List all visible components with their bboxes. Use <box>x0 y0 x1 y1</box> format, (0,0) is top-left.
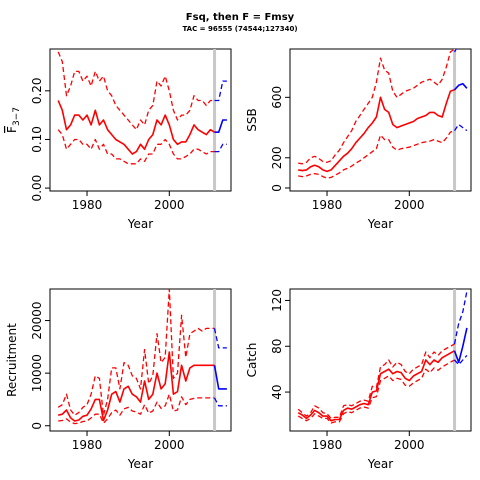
y-tick-label: 0.20 <box>30 77 44 104</box>
x-tick-label: 1980 <box>312 438 343 452</box>
y-tick-label: 20000 <box>30 301 44 339</box>
y-axis-label-main: Recruitment <box>5 323 19 397</box>
y-tick-label: 600 <box>270 86 284 109</box>
plot-frame <box>289 48 472 192</box>
series-group <box>57 51 227 165</box>
y-tick-label: 0.10 <box>30 126 44 153</box>
historical-upper-line <box>298 49 455 165</box>
y-tick-label: 0 <box>30 422 44 430</box>
historical-lower-line <box>298 129 455 179</box>
historical-upper-line <box>57 289 215 416</box>
projection-median-line <box>213 365 227 390</box>
y-tick-label: 200 <box>270 146 284 169</box>
y-tick-label: 120 <box>270 289 284 312</box>
historical-lower-line <box>58 393 215 425</box>
y-axis-label-main: SSB <box>245 108 259 131</box>
projection-lower-line <box>453 123 468 132</box>
x-tick-label: 1980 <box>72 198 103 212</box>
projection-lower-line <box>214 143 227 153</box>
panel-catch: 1980 2000 40 80 120 Year Catch <box>245 288 472 471</box>
x-axis-label: Year <box>367 457 393 471</box>
y-tick-label: 10000 <box>30 354 44 392</box>
y-axis-label: Catch <box>245 343 259 378</box>
y-tick-label: 40 <box>270 384 284 399</box>
historical-median-line <box>298 89 455 173</box>
series-group <box>297 291 468 424</box>
x-axis-label: Year <box>367 217 393 231</box>
projection-upper-line <box>453 291 468 345</box>
plot-frame <box>49 48 232 192</box>
series-group <box>298 49 468 179</box>
x-tick-label: 2000 <box>394 438 425 452</box>
projection-lower-line <box>454 354 468 366</box>
y-axis-label: Recruitment <box>5 323 19 397</box>
x-tick-label: 2000 <box>394 198 425 212</box>
historical-upper-line <box>297 343 455 420</box>
y-axis-label-main: F <box>5 126 19 133</box>
historical-lower-line <box>297 359 455 424</box>
plot-frame <box>289 288 472 432</box>
x-tick-label: 2000 <box>154 438 185 452</box>
y-tick-label: 0 <box>270 184 284 192</box>
historical-upper-line <box>57 51 215 131</box>
projection-upper-line <box>213 328 227 349</box>
panel-f: 1980 2000 0.00 0.10 0.20 Year F3−7 <box>5 48 232 231</box>
plot-frame <box>49 288 232 432</box>
x-axis-label: Year <box>127 217 153 231</box>
historical-median-line <box>297 350 455 422</box>
projection-median-line <box>453 82 468 91</box>
figure-title: Fsq, then F = Fmsy <box>186 12 295 23</box>
x-tick-label: 2000 <box>154 198 185 212</box>
panel-ssb: 1980 2000 0 200 600 Year SSB <box>245 48 472 231</box>
historical-median-line <box>58 351 215 422</box>
y-axis-label: F3−7 <box>5 107 22 133</box>
x-tick-label: 1980 <box>312 198 343 212</box>
projection-median-line <box>214 119 227 133</box>
x-axis-label: Year <box>127 457 153 471</box>
y-axis-label-main: Catch <box>245 343 259 378</box>
projection-upper-line <box>214 80 227 102</box>
y-tick-label: 0.00 <box>30 175 44 202</box>
y-tick-label: 80 <box>270 339 284 354</box>
y-axis-label: SSB <box>245 108 259 131</box>
figure-subtitle: TAC = 96555 (74544;127340) <box>182 25 297 33</box>
x-tick-label: 1980 <box>72 438 103 452</box>
historical-median-line <box>57 100 215 155</box>
series-group <box>57 289 227 425</box>
historical-lower-line <box>57 129 215 165</box>
projection-median-line <box>453 327 468 364</box>
projection-lower-line <box>213 397 227 407</box>
y-axis-label-sub: 3−7 <box>12 107 22 126</box>
